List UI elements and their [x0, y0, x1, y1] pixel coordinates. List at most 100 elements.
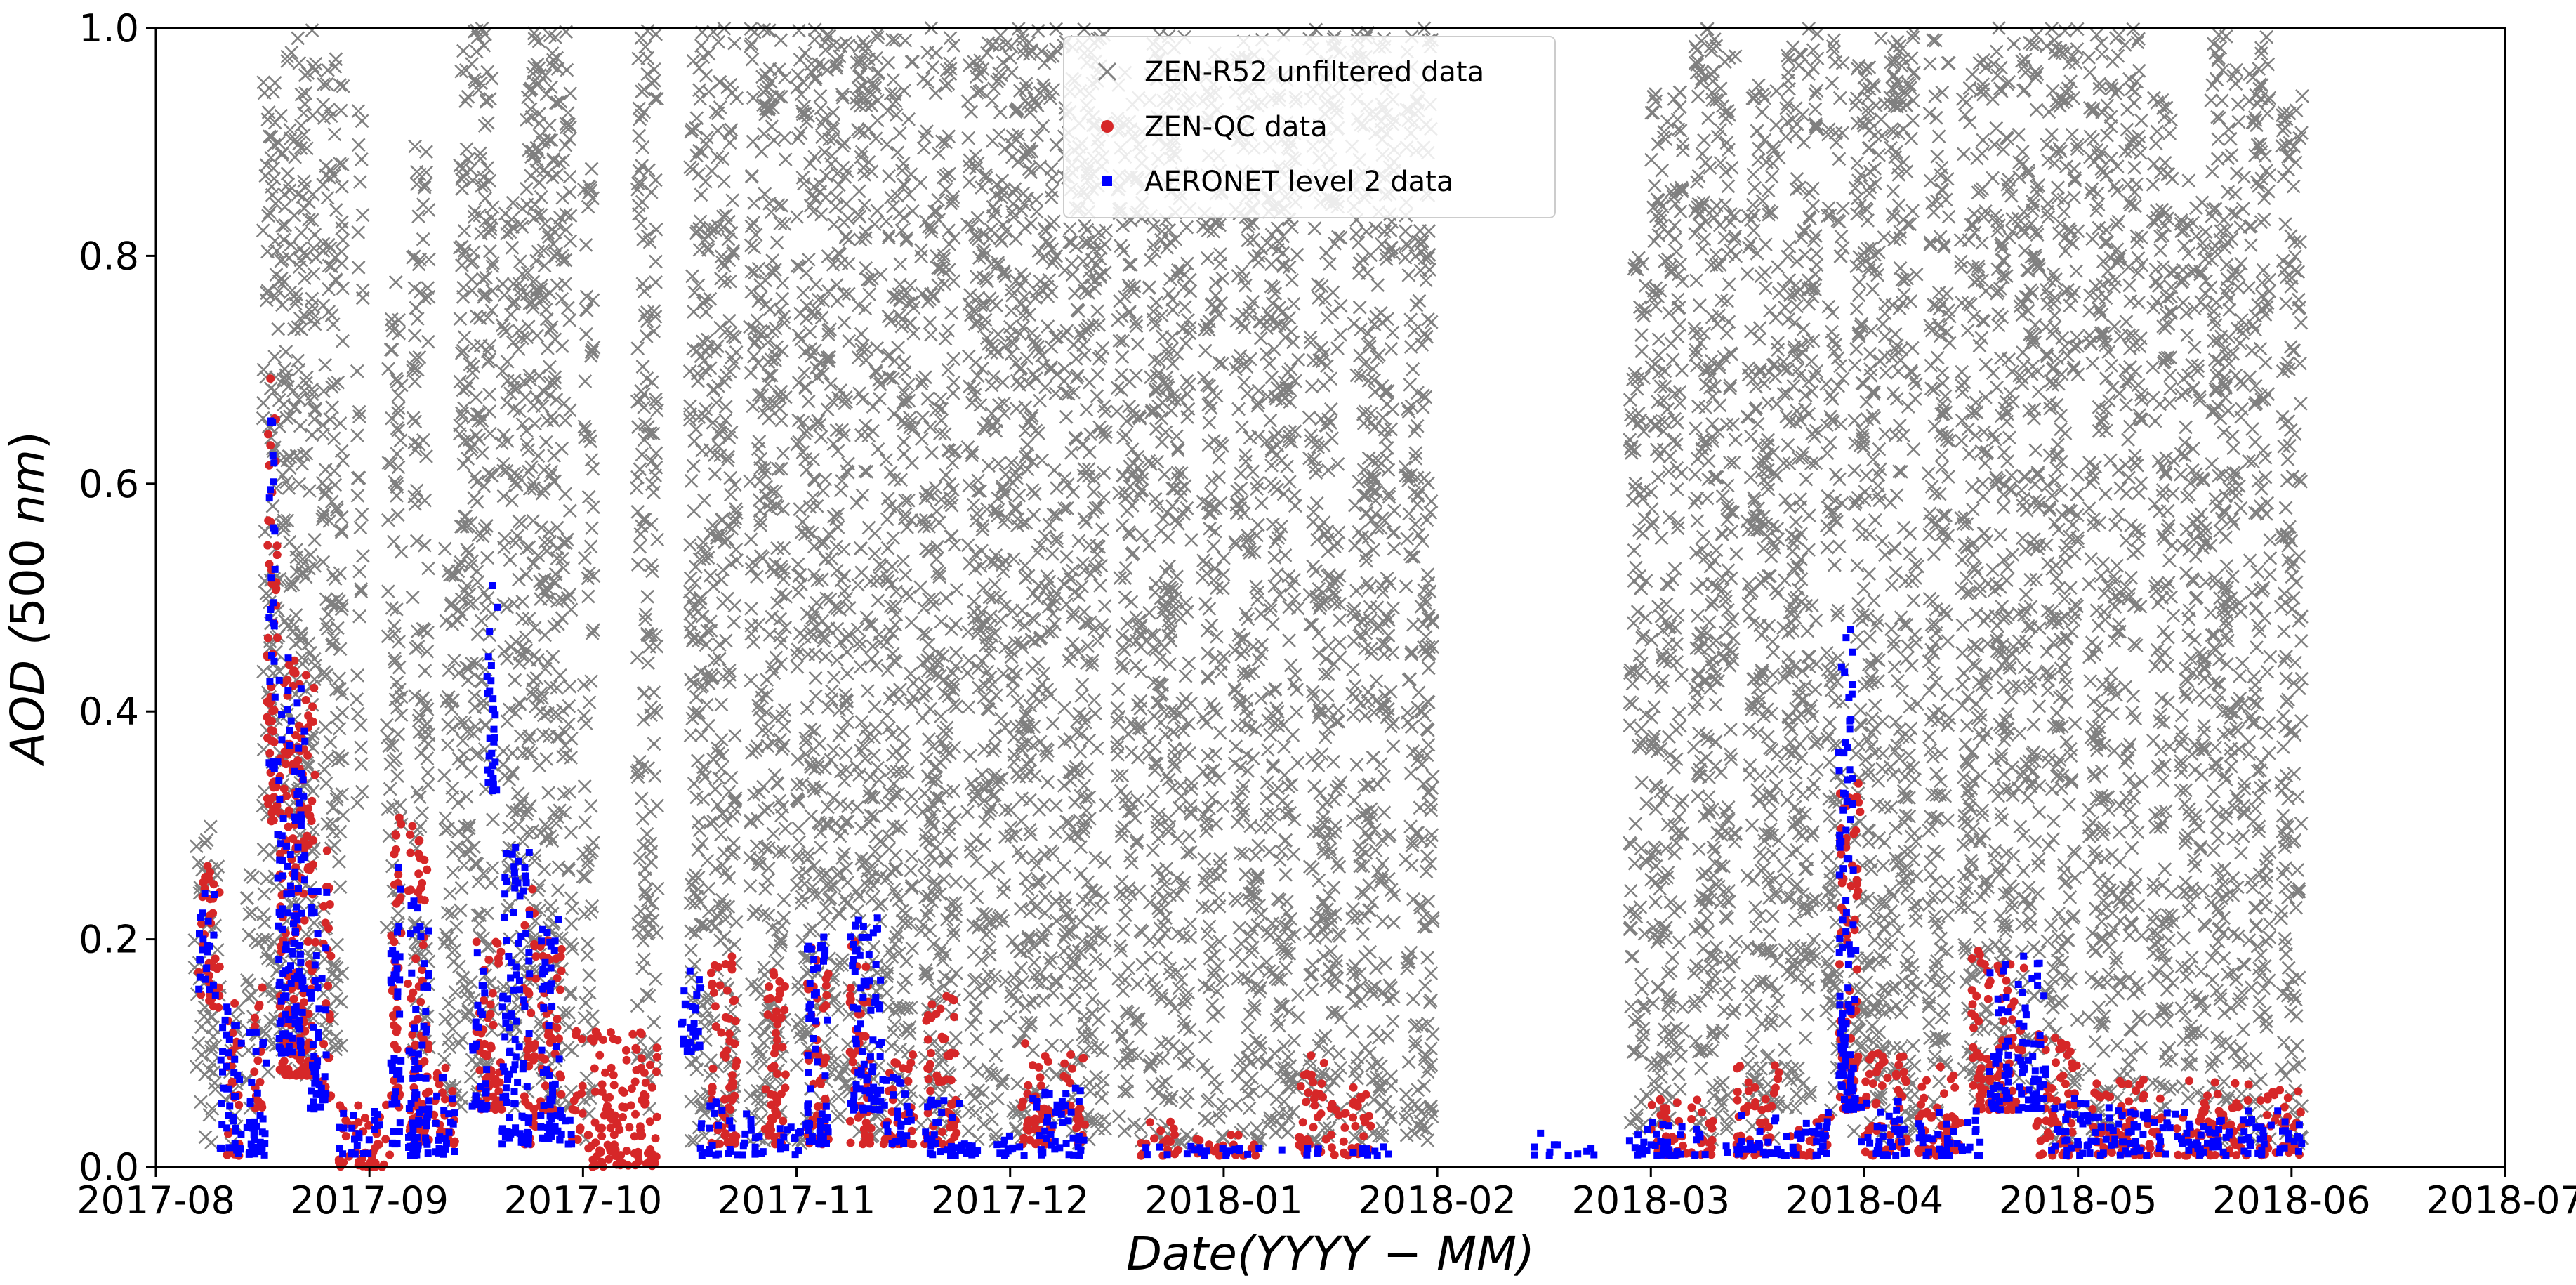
legend: ZEN-R52 unfiltered data ZEN-QC data AERONE…	[1063, 36, 1556, 218]
legend-marker-x	[1097, 62, 1117, 81]
data-point-band	[432, 1074, 458, 1158]
data-point-band	[2032, 1030, 2082, 1160]
data-point-band	[1531, 1129, 1558, 1159]
data-point-band	[452, 21, 500, 1114]
data-point-band	[306, 888, 331, 1113]
data-point-band	[519, 885, 541, 1149]
data-point-band	[537, 916, 565, 1144]
series-zen-r52-unfiltered-data	[187, 21, 2309, 1152]
data-point-band	[1625, 1119, 1731, 1159]
x-tick-label: 2018-02	[1358, 1178, 1517, 1223]
data-point-band	[1222, 1145, 1322, 1159]
data-point-band	[789, 22, 857, 1151]
data-point-band	[1398, 21, 1440, 1147]
legend-label: ZEN-QC data	[1144, 111, 1328, 143]
data-point-band	[1137, 1117, 1182, 1160]
data-point-band	[734, 1110, 767, 1159]
data-point-band	[1733, 1109, 1832, 1159]
data-point-band	[2011, 28, 2047, 1098]
data-point-band	[1142, 1142, 1227, 1159]
data-point-band	[558, 1114, 576, 1148]
data-point-band	[696, 1098, 736, 1159]
data-point-band	[2146, 91, 2181, 1116]
data-point-band	[678, 967, 704, 1055]
y-axis-title: AOD (500 nm)	[1, 431, 55, 766]
x-axis-title: Date(YYYY − MM)	[1126, 1227, 1535, 1281]
data-point-band	[2255, 1086, 2305, 1160]
data-point-band	[1686, 22, 1743, 1147]
data-point-band	[1858, 1098, 1910, 1159]
legend-entry: ZEN-QC data	[1101, 111, 1328, 143]
data-point-band	[879, 32, 921, 1109]
data-point-band	[913, 21, 964, 1140]
data-point-band	[350, 104, 370, 810]
data-point-band	[284, 656, 320, 1080]
data-point-band	[263, 374, 282, 826]
data-point-band	[1921, 33, 1957, 1143]
x-tick-label: 2018-04	[1785, 1178, 1944, 1223]
y-tick-label: 0.6	[79, 462, 139, 506]
data-point-band	[498, 843, 534, 1148]
series-aeronet-level-2-data	[195, 417, 2306, 1159]
data-point-band	[2203, 27, 2252, 1151]
data-point-band	[216, 1003, 245, 1157]
x-tick-label: 2017-09	[290, 1178, 449, 1223]
data-point-band	[1029, 1084, 1088, 1159]
legend-box	[1063, 36, 1556, 218]
data-point-band	[960, 28, 1013, 1148]
y-tick-label: 0.8	[79, 234, 139, 278]
data-point-band	[802, 943, 833, 1149]
data-point-band	[387, 864, 405, 1148]
data-point-band	[583, 1027, 661, 1171]
x-tick-label: 2017-12	[931, 1178, 1090, 1223]
data-point-band	[195, 890, 219, 999]
x-axis: 2017-08 2017-09 2017-10 2017-11 2017-12 2018-…	[77, 1167, 2576, 1223]
data-point-band	[2118, 22, 2149, 1102]
x-tick-label: 2017-08	[77, 1178, 235, 1223]
x-tick-label: 2018-07	[2426, 1178, 2576, 1223]
data-point-band	[1349, 1143, 1392, 1159]
data-point-band	[776, 1121, 810, 1159]
data-point-band	[1847, 31, 1893, 1147]
data-point-band	[285, 685, 309, 1057]
data-point-band	[2014, 952, 2049, 1114]
data-point-band	[1059, 1050, 1089, 1148]
data-point-band	[472, 937, 506, 1114]
x-tick-label: 2017-10	[504, 1178, 663, 1223]
data-point-band	[274, 654, 292, 1057]
y-tick-label: 1.0	[79, 6, 139, 51]
data-point-band	[518, 25, 579, 1114]
data-point-band	[2173, 173, 2213, 1114]
data-point-band	[568, 1027, 587, 1144]
data-point-band	[430, 1063, 459, 1149]
legend-label: ZEN-R52 unfiltered data	[1144, 56, 1484, 88]
data-point-band	[922, 1096, 982, 1159]
data-point-band	[1623, 251, 1653, 1135]
x-tick-label: 2018-03	[1571, 1178, 1730, 1223]
data-point-band	[1915, 1107, 1984, 1159]
series-layer	[187, 21, 2309, 1171]
data-point-band	[265, 417, 279, 772]
legend-marker-square	[1102, 176, 1112, 186]
y-tick-label: 0.0	[79, 1145, 139, 1190]
data-point-band	[760, 968, 790, 1149]
data-point-band	[1967, 947, 1996, 1114]
data-point-band	[1740, 78, 1786, 1145]
data-point-band	[2139, 1107, 2252, 1159]
data-point-band	[336, 1108, 383, 1158]
data-point-band	[743, 22, 793, 1148]
data-point-band	[250, 983, 267, 1113]
data-point-band	[1986, 961, 2013, 1114]
y-axis: 0.0 0.2 0.4 0.6 0.8 1.0	[79, 6, 156, 1190]
data-point-band	[1835, 626, 1860, 1114]
legend-entry: ZEN-R52 unfiltered data	[1097, 56, 1484, 88]
data-point-band	[1142, 27, 1198, 1151]
data-point-band	[483, 582, 501, 795]
data-point-band	[1327, 1083, 1375, 1160]
x-tick-label: 2017-11	[718, 1178, 876, 1223]
data-point-band	[682, 21, 744, 1148]
x-tick-label: 2018-05	[1999, 1178, 2158, 1223]
legend-entry: AERONET level 2 data	[1102, 166, 1453, 198]
data-point-band	[804, 933, 832, 1148]
data-point-band	[243, 1028, 270, 1159]
